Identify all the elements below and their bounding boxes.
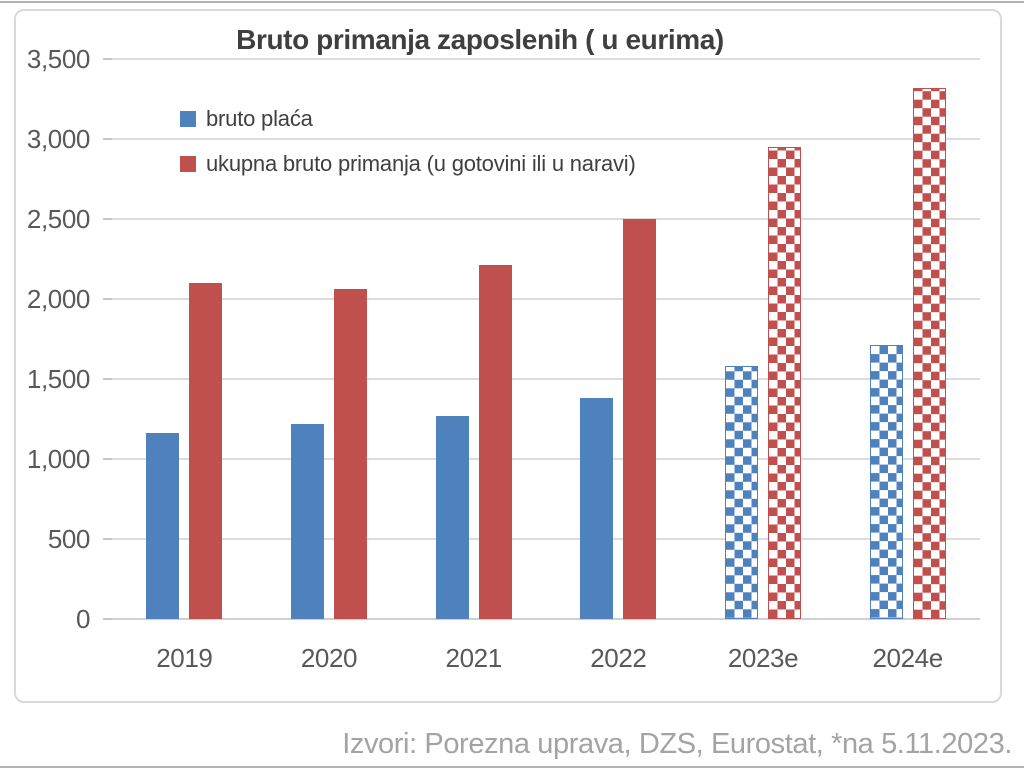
y-axis-tick [103, 458, 112, 460]
x-axis-label: 2023e [727, 643, 799, 673]
x-axis-label: 2022 [590, 643, 647, 673]
gridline [112, 218, 980, 220]
chart-title: Bruto primanja zaposlenih ( u eurima) [236, 24, 724, 55]
y-axis-tick [103, 618, 112, 620]
bar-bruto-placa-2023e [725, 366, 758, 619]
x-axis-label: 2021 [445, 643, 503, 673]
y-axis-label: 500 [47, 524, 91, 554]
x-axis-label: 2020 [300, 643, 358, 673]
gridline [112, 538, 980, 540]
legend-label-bruto-placa: bruto plaća [206, 106, 313, 131]
legend-swatch-bruto-placa-icon [180, 111, 196, 127]
bar-bruto-placa-2021 [435, 415, 469, 619]
x-axis-label: 2024e [872, 643, 944, 673]
legend-swatch-ukupna-primanja-icon [180, 156, 196, 172]
y-axis-label: 3,500 [26, 44, 90, 74]
gridline [112, 378, 980, 380]
y-axis-label: 0 [75, 604, 90, 634]
bar-bruto-placa-2024e [869, 345, 903, 619]
gridline [112, 458, 980, 460]
gridline [112, 138, 980, 140]
legend: bruto plaća ukupna bruto primanja (u got… [180, 106, 636, 196]
bar-bruto-placa-2019 [146, 433, 180, 619]
top-edge-line [0, 1, 1024, 3]
legend-item-bruto-placa: bruto plaća [180, 106, 636, 132]
source-note: Izvori: Porezna uprava, DZS, Eurostat, *… [342, 728, 1012, 760]
legend-item-ukupna-primanja: ukupna bruto primanja (u gotovini ili u … [180, 151, 636, 177]
y-axis-label: 3,000 [26, 124, 90, 154]
bar-bruto-placa-2022 [580, 398, 614, 619]
gridline [112, 298, 980, 300]
y-axis-label: 2,500 [26, 204, 90, 234]
chart-frame: Bruto primanja zaposlenih ( u eurima) 3,… [14, 9, 1002, 703]
y-axis-tick [103, 298, 112, 300]
y-axis-tick [103, 218, 112, 220]
y-axis-label: 1,000 [26, 444, 90, 474]
bar-ukupna-primanja-2023e [768, 147, 801, 619]
gridline [112, 618, 980, 620]
y-axis-label: 1,500 [26, 364, 90, 394]
bar-ukupna-primanja-2021 [478, 265, 512, 619]
bottom-edge-line [0, 766, 1024, 768]
bar-ukupna-primanja-2020 [334, 289, 367, 619]
plot-area: 3,500 3,000 2,500 2,000 1,500 1,000 500 0 2019 20… [27, 44, 980, 673]
y-axis-tick [103, 58, 112, 60]
bar-ukupna-primanja-2022 [623, 219, 657, 619]
legend-label-ukupna-primanja: ukupna bruto primanja (u gotovini ili u … [206, 151, 636, 176]
y-axis-tick [103, 538, 112, 540]
bar-bruto-placa-2020 [291, 423, 324, 619]
bar-ukupna-primanja-2024e [912, 87, 946, 619]
y-axis-label: 2,000 [26, 284, 90, 314]
y-axis-tick [103, 138, 112, 140]
gridline [112, 58, 980, 60]
x-axis-label: 2019 [156, 643, 213, 673]
y-axis-tick [103, 378, 112, 380]
bar-ukupna-primanja-2019 [189, 283, 223, 619]
